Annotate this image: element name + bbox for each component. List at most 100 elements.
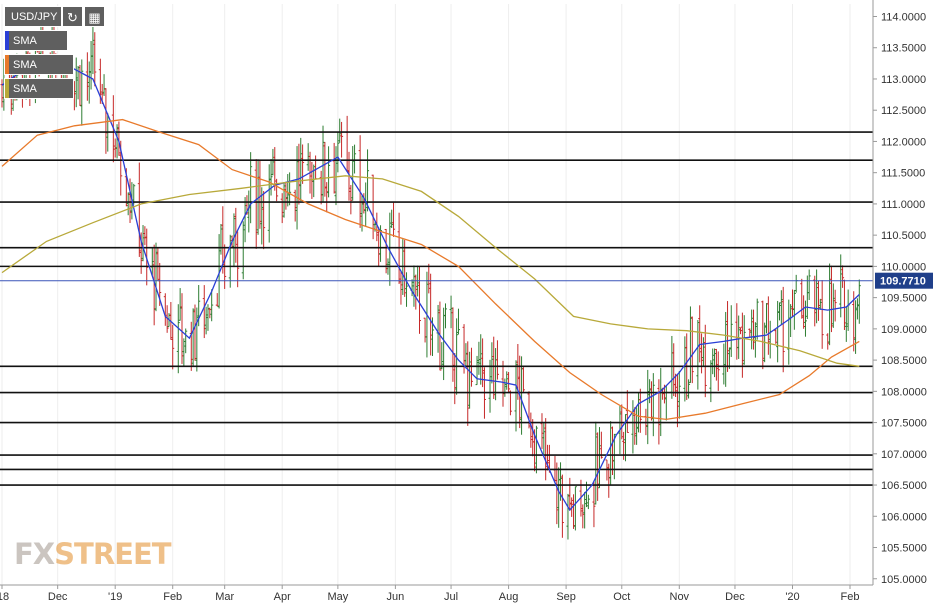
refresh-icon[interactable]: ↻ (62, 6, 83, 27)
y-tick-labels: 105.0000 105.5000 106.0000 106.5000 107.0000… (873, 11, 927, 586)
ohlc-bar (752, 309, 756, 350)
ohlc-bar (677, 371, 681, 419)
x-tick-label: May (327, 591, 348, 603)
ohlc-bar (852, 291, 856, 352)
ohlc-bar (828, 263, 832, 346)
ohlc-bar (429, 273, 433, 356)
ohlc-bar (854, 300, 858, 354)
symbol-selector[interactable]: USD/JPY (4, 6, 62, 27)
ohlc-bar (336, 132, 340, 173)
ohlc-bar (750, 309, 754, 350)
ohlc-bar (646, 369, 650, 445)
ohlc-bar (353, 144, 357, 174)
ohlc-bar (722, 343, 726, 385)
ohlc-bar (282, 182, 286, 218)
ohlc-bar (403, 239, 407, 297)
ohlc-bar (610, 426, 614, 476)
ohlc-bar (260, 187, 264, 245)
x-tick-label: Aug (499, 591, 519, 603)
ohlc-bar (210, 289, 214, 322)
ohlc-bar (572, 494, 576, 529)
ohlc-bar (464, 343, 468, 369)
ohlc-bar (755, 298, 759, 340)
ohlc-bar (592, 481, 596, 528)
x-tick-label: Sep (556, 591, 576, 603)
y-tick-label: 110.5000 (881, 230, 926, 242)
x-tick-label: '19 (108, 591, 122, 603)
ohlc-bar (687, 379, 691, 399)
ohlc-bar (774, 328, 778, 344)
indicator-sma-100[interactable]: SMA (100,0) (4, 54, 74, 92)
ohlc-bar (228, 234, 232, 288)
ohlc-bar (466, 341, 470, 426)
ohlc-bar (761, 300, 765, 370)
ohlc-bar (844, 306, 848, 342)
ohlc-bar (505, 371, 509, 390)
ohlc-bar (456, 308, 460, 335)
y-tick-label: 112.5000 (881, 105, 926, 117)
y-tick-label: 111.5000 (881, 168, 925, 180)
ohlc-bar (779, 290, 783, 325)
ohlc-bar (742, 315, 746, 365)
ohlc-bar (399, 270, 403, 305)
ohlc-bar (178, 288, 182, 321)
ohlc-bar (816, 280, 820, 321)
ohlc-bar (269, 159, 273, 196)
ohlc-bar (594, 421, 598, 505)
ohlc-bar (802, 295, 806, 329)
ohlc-bar (340, 121, 344, 158)
sma-line (1, 175, 860, 367)
ohlc-bar (358, 135, 362, 228)
ohlc-bar (449, 295, 453, 329)
ohlc-bar (451, 307, 455, 382)
x-tick-label: Oct (613, 591, 630, 603)
ohlc-bar (675, 374, 679, 428)
ohlc-bar (280, 193, 284, 224)
ohlc-bar (729, 305, 733, 357)
ohlc-bar (581, 504, 585, 529)
indicator-sma-21[interactable]: SMA (21,0) (4, 30, 68, 68)
y-tick-label: 111.0000 (881, 199, 925, 211)
x-tick-label: Jul (444, 591, 458, 603)
ohlc-bar (777, 302, 781, 321)
ohlc-bar (815, 269, 819, 324)
ohlc-bar (468, 351, 472, 409)
indicator-sma-200[interactable]: SMA (200,0) (4, 78, 74, 116)
ohlc-bar (534, 425, 538, 474)
ohlc-bar (271, 148, 275, 176)
ohlc-bar (254, 159, 258, 249)
ohlc-bar (115, 124, 119, 159)
ohlc-bar (501, 360, 505, 407)
x-tick-label: '18 (0, 591, 9, 603)
ohlc-bar (332, 142, 336, 194)
ohlc-bar (726, 301, 730, 372)
ohlc-bar (568, 477, 572, 511)
ohlc-bar (492, 336, 496, 399)
ohlc-bar (800, 278, 804, 319)
ohlc-bar (176, 304, 180, 374)
ohlc-bar (91, 26, 95, 75)
ohlc-bar (113, 138, 117, 158)
ohlc-bar (813, 275, 817, 327)
x-tick-label: '20 (785, 591, 799, 603)
ohlc-bar (748, 328, 752, 338)
ohlc-bar (713, 348, 717, 378)
calendar-icon[interactable]: ▦ (84, 6, 105, 27)
ohlc-bar (790, 289, 794, 317)
ohlc-bar (126, 192, 130, 216)
ohlc-bar (703, 324, 707, 398)
x-tick-label: Dec (48, 591, 68, 603)
ohlc-bar (232, 213, 236, 268)
sma-100-swatch (5, 55, 9, 74)
ohlc-bar (807, 269, 811, 300)
ohlc-bar (299, 137, 303, 202)
ohlc-bar (831, 283, 835, 328)
fxstreet-logo: FXSTREET (14, 537, 172, 571)
ohlc-bar (284, 182, 288, 210)
ohlc-bar (453, 353, 457, 405)
sma-line (1, 118, 860, 421)
ohlc-bar (820, 280, 824, 349)
ohlc-bar (171, 324, 175, 370)
ohlc-bar (325, 182, 329, 213)
